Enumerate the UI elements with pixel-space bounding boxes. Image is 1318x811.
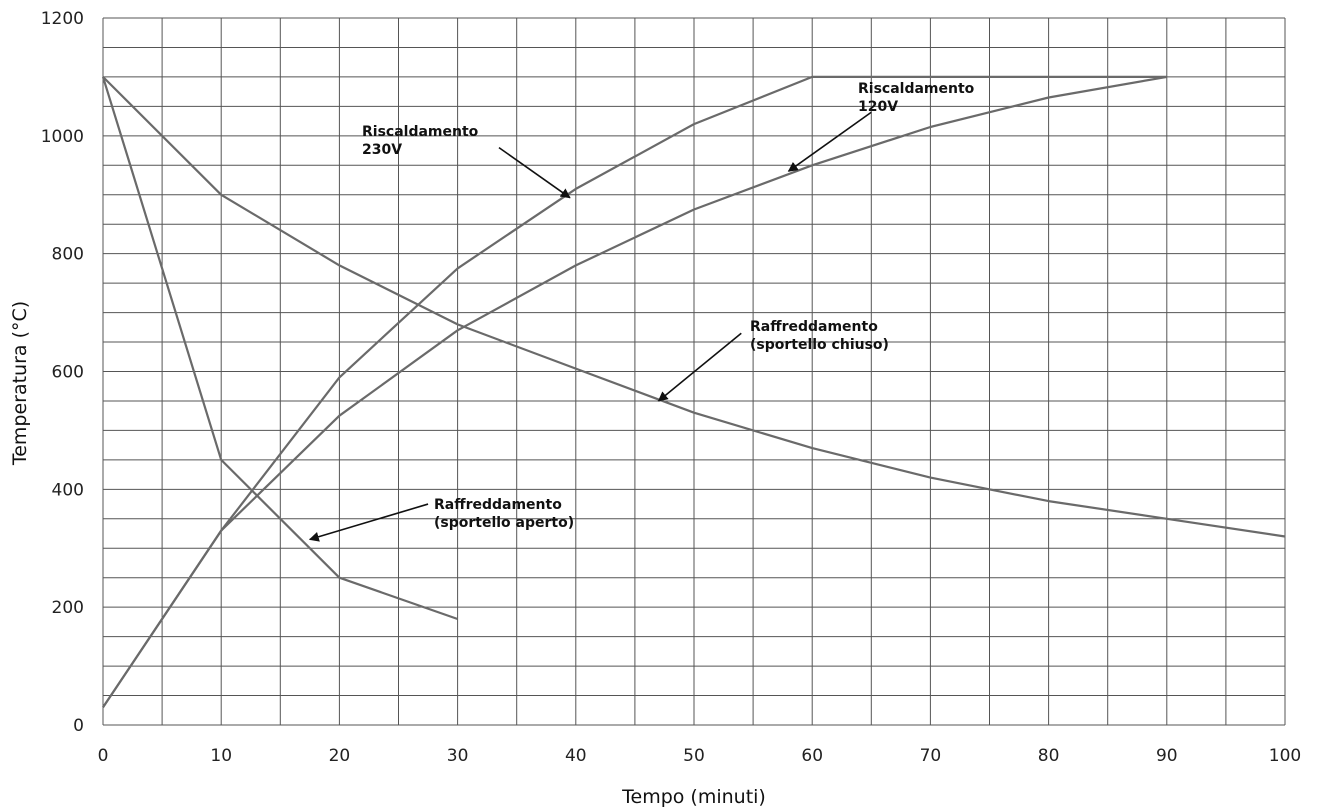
y-tick-label: 400 <box>52 480 84 500</box>
annotation-label-2: Riscaldamento 120V <box>858 81 975 115</box>
annotation-arrow-4 <box>308 503 429 542</box>
annotation-arrow-3 <box>657 332 742 402</box>
x-tick-label: 0 <box>98 746 109 766</box>
x-axis-label: Tempo (minuti) <box>621 786 766 808</box>
annotation-label-4: Raffreddamento (sportello aperto) <box>434 497 574 531</box>
x-tick-label: 50 <box>683 746 705 766</box>
y-tick-label: 200 <box>52 598 84 618</box>
x-tick-label: 90 <box>1156 746 1178 766</box>
y-axis-label: Temperatura (°C) <box>9 301 31 466</box>
tick-labels: 0 10 20 30 40 50 60 70 80 90 100020040060080010001… <box>41 9 1301 766</box>
annotation-arrow-2 <box>787 111 872 172</box>
x-tick-label: 80 <box>1038 746 1060 766</box>
y-tick-label: 600 <box>52 363 84 383</box>
x-tick-label: 100 <box>1269 746 1301 766</box>
x-tick-label: 60 <box>801 746 823 766</box>
y-tick-label: 1200 <box>41 9 84 29</box>
y-tick-label: 800 <box>52 245 84 265</box>
y-tick-label: 0 <box>73 716 84 736</box>
series-line-1 <box>102 75 1167 708</box>
series-line-4 <box>101 76 458 621</box>
x-tick-label: 10 <box>210 746 232 766</box>
x-tick-label: 70 <box>920 746 942 766</box>
series-line-3 <box>102 76 1286 538</box>
series-group <box>101 75 1286 708</box>
annotation-label-1: Riscaldamento 230V <box>362 124 479 158</box>
annotations: Riscaldamento 230V Riscaldamento 120V Raffre… <box>308 81 975 542</box>
annotation-arrow-1 <box>498 146 571 199</box>
x-tick-label: 20 <box>329 746 351 766</box>
series-line-2 <box>102 75 1167 708</box>
annotation-label-3: Raffreddamento (sportello chiuso) <box>750 319 889 353</box>
x-tick-label: 40 <box>565 746 587 766</box>
grid <box>102 17 1286 726</box>
x-tick-label: 30 <box>447 746 469 766</box>
y-tick-label: 1000 <box>41 127 84 147</box>
